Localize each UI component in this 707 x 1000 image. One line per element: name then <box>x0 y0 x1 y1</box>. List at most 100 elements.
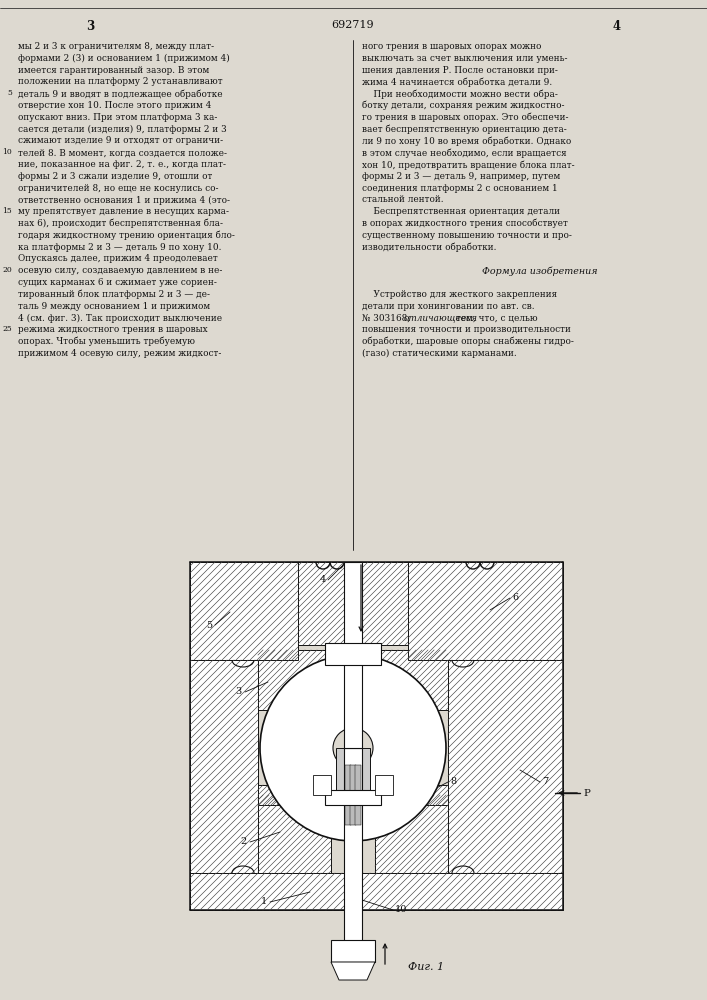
Text: формы 2 и 3 — деталь 9, например, путем: формы 2 и 3 — деталь 9, например, путем <box>362 172 560 181</box>
Text: 6: 6 <box>512 593 518 602</box>
Text: мы 2 и 3 к ограничителям 8, между плат-: мы 2 и 3 к ограничителям 8, между плат- <box>18 42 214 51</box>
Bar <box>258 785 313 805</box>
Text: сущих карманах 6 и сжимает уже сориен-: сущих карманах 6 и сжимает уже сориен- <box>18 278 217 287</box>
Text: 8: 8 <box>450 778 456 786</box>
Text: повышения точности и производительности: повышения точности и производительности <box>362 325 571 334</box>
Text: отличающееся: отличающееся <box>404 313 477 322</box>
Text: ли 9 по хону 10 во время обработки. Однако: ли 9 по хону 10 во время обработки. Одна… <box>362 136 571 146</box>
Text: го трения в шаровых опорах. Это обеспечи-: го трения в шаровых опорах. Это обеспечи… <box>362 113 568 122</box>
Text: 5: 5 <box>7 89 12 97</box>
Text: 5: 5 <box>206 620 212 630</box>
Text: 4: 4 <box>613 20 621 33</box>
Text: обработки, шаровые опоры снабжены гидро-: обработки, шаровые опоры снабжены гидро- <box>362 337 574 347</box>
Text: изводительности обработки.: изводительности обработки. <box>362 243 496 252</box>
Text: Формула изобретения: Формула изобретения <box>482 266 597 276</box>
Text: сжимают изделие 9 и отходят от ограничи-: сжимают изделие 9 и отходят от ограничи- <box>18 136 223 145</box>
Text: в этом случае необходимо, если вращается: в этом случае необходимо, если вращается <box>362 148 566 158</box>
Text: 1: 1 <box>261 898 267 906</box>
Text: ограничителей 8, но еще не коснулись со-: ограничителей 8, но еще не коснулись со- <box>18 184 218 193</box>
Text: жима 4 начинается обработка детали 9.: жима 4 начинается обработка детали 9. <box>362 77 552 87</box>
Text: отверстие хон 10. После этого прижим 4: отверстие хон 10. После этого прижим 4 <box>18 101 211 110</box>
Text: прижимом 4 осевую силу, режим жидкост-: прижимом 4 осевую силу, режим жидкост- <box>18 349 221 358</box>
Text: вает беспрепятственную ориентацию дета-: вает беспрепятственную ориентацию дета- <box>362 125 567 134</box>
Bar <box>344 562 362 748</box>
Bar <box>336 748 370 805</box>
Bar <box>344 748 362 945</box>
Bar <box>298 562 408 645</box>
Bar <box>258 795 331 873</box>
Text: (газо) статическими карманами.: (газо) статическими карманами. <box>362 349 517 358</box>
Text: 7: 7 <box>542 778 548 786</box>
Bar <box>325 643 381 665</box>
Text: хон 10, предотвратить вращение блока плат-: хон 10, предотвратить вращение блока пла… <box>362 160 575 169</box>
Bar <box>355 765 361 825</box>
Text: сается детали (изделия) 9, платформы 2 и 3: сается детали (изделия) 9, платформы 2 и… <box>18 125 227 134</box>
Text: P: P <box>583 788 590 798</box>
Text: 25: 25 <box>2 325 12 333</box>
Text: тированный блок платформы 2 и 3 — де-: тированный блок платформы 2 и 3 — де- <box>18 290 210 299</box>
Text: 10: 10 <box>395 906 407 914</box>
Text: 2: 2 <box>241 838 247 846</box>
Circle shape <box>333 728 373 768</box>
Text: опорах. Чтобы уменьшить требуемую: опорах. Чтобы уменьшить требуемую <box>18 337 195 347</box>
Bar <box>408 562 563 660</box>
Text: 9: 9 <box>410 768 416 776</box>
Bar <box>190 873 563 910</box>
Text: му препятствует давление в несущих карма-: му препятствует давление в несущих карма… <box>18 207 229 216</box>
Text: соединения платформы 2 с основанием 1: соединения платформы 2 с основанием 1 <box>362 184 558 193</box>
Text: 20: 20 <box>2 266 12 274</box>
Text: Опускаясь далее, прижим 4 преодолевает: Опускаясь далее, прижим 4 преодолевает <box>18 254 218 263</box>
Text: деталь 9 и вводят в подлежащее обработке: деталь 9 и вводят в подлежащее обработке <box>18 89 223 99</box>
Text: режима жидкостного трения в шаровых: режима жидкостного трения в шаровых <box>18 325 208 334</box>
Text: тем, что, с целью: тем, что, с целью <box>453 313 538 322</box>
Text: 3: 3 <box>86 20 94 33</box>
Text: ботку детали, сохраняя режим жидкостно-: ботку детали, сохраняя режим жидкостно- <box>362 101 564 110</box>
Text: Устройство для жесткого закрепления: Устройство для жесткого закрепления <box>362 290 557 299</box>
Text: 15: 15 <box>2 207 12 215</box>
Text: 692719: 692719 <box>332 20 374 30</box>
Text: таль 9 между основанием 1 и прижимом: таль 9 между основанием 1 и прижимом <box>18 302 210 311</box>
Text: ние, показанное на фиг. 2, т. е., когда плат-: ние, показанное на фиг. 2, т. е., когда … <box>18 160 226 169</box>
Text: Беспрепятственная ориентация детали: Беспрепятственная ориентация детали <box>362 207 560 216</box>
Bar <box>313 775 331 795</box>
Text: существенному повышению точности и про-: существенному повышению точности и про- <box>362 231 572 240</box>
Text: имеется гарантированный зазор. В этом: имеется гарантированный зазор. В этом <box>18 66 209 75</box>
Text: 4 (см. фиг. 3). Так происходит выключение: 4 (см. фиг. 3). Так происходит выключени… <box>18 313 222 323</box>
Text: № 303168,: № 303168, <box>362 313 413 322</box>
Text: 4: 4 <box>320 576 326 584</box>
Text: шения давления Р. После остановки при-: шения давления Р. После остановки при- <box>362 66 558 75</box>
Text: опускают вниз. При этом платформа 3 ка-: опускают вниз. При этом платформа 3 ка- <box>18 113 217 122</box>
Bar <box>375 775 393 795</box>
Bar <box>350 765 356 825</box>
Text: ка платформы 2 и 3 — деталь 9 по хону 10.: ка платформы 2 и 3 — деталь 9 по хону 10… <box>18 243 221 252</box>
Text: детали при хонинговании по авт. св.: детали при хонинговании по авт. св. <box>362 302 534 311</box>
Circle shape <box>260 655 446 841</box>
Text: нах 6), происходит беспрепятственная бла-: нах 6), происходит беспрепятственная бла… <box>18 219 223 229</box>
Bar <box>375 650 448 710</box>
Text: 3: 3 <box>235 688 242 696</box>
Text: ного трения в шаровых опорах можно: ного трения в шаровых опорах можно <box>362 42 542 51</box>
Text: ответственно основания 1 и прижима 4 (это-: ответственно основания 1 и прижима 4 (эт… <box>18 195 230 205</box>
Text: осевую силу, создаваемую давлением в не-: осевую силу, создаваемую давлением в не- <box>18 266 223 275</box>
Text: При необходимости можно вести обра-: При необходимости можно вести обра- <box>362 89 558 99</box>
Bar <box>258 650 331 710</box>
Bar <box>190 660 258 873</box>
Text: формы 2 и 3 сжали изделие 9, отошли от: формы 2 и 3 сжали изделие 9, отошли от <box>18 172 212 181</box>
Bar <box>448 660 563 873</box>
Bar <box>331 940 375 962</box>
Text: в опорах жидкостного трения способствует: в опорах жидкостного трения способствует <box>362 219 568 229</box>
Polygon shape <box>331 962 375 980</box>
Text: стальной лентой.: стальной лентой. <box>362 195 443 204</box>
Text: Фиг. 1: Фиг. 1 <box>408 962 444 972</box>
Text: 10: 10 <box>2 148 12 156</box>
Bar <box>190 562 298 660</box>
Bar <box>345 765 351 825</box>
Bar <box>325 790 381 805</box>
Text: телей 8. В момент, когда создается положе-: телей 8. В момент, когда создается полож… <box>18 148 227 157</box>
Bar <box>375 795 448 873</box>
Text: выключать за счет выключения или умень-: выключать за счет выключения или умень- <box>362 54 568 63</box>
Bar <box>393 785 448 805</box>
Text: годаря жидкостному трению ориентация бло-: годаря жидкостному трению ориентация бло… <box>18 231 235 240</box>
Text: формами 2 (3) и основанием 1 (прижимом 4): формами 2 (3) и основанием 1 (прижимом 4… <box>18 54 230 63</box>
Text: положении на платформу 2 устанавливают: положении на платформу 2 устанавливают <box>18 77 223 86</box>
